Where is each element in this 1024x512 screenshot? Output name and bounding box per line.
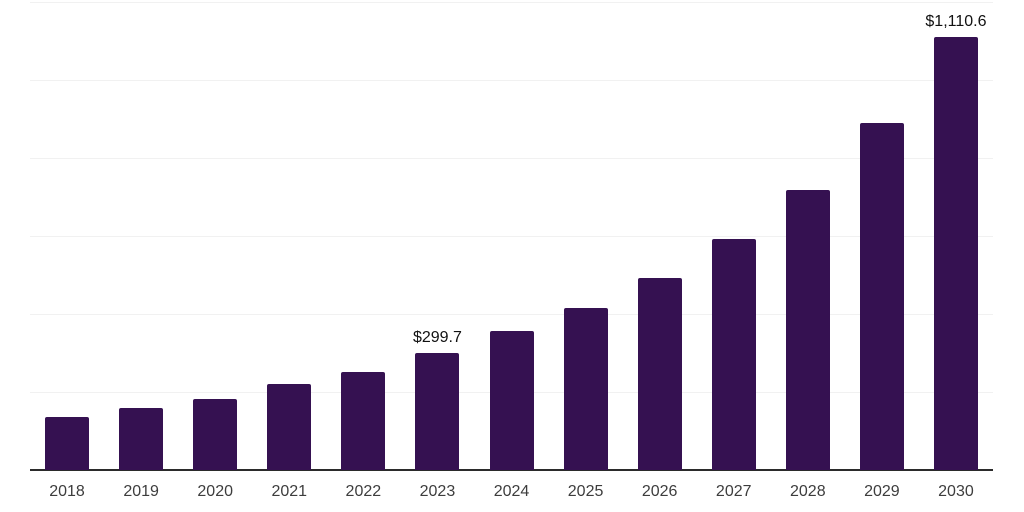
x-tick-2026: 2026 <box>641 483 678 500</box>
plot-area: $299.7 $1,110.6 <box>30 2 993 471</box>
gridline-1000 <box>30 80 993 81</box>
x-tick-2029: 2029 <box>864 483 900 500</box>
x-tick-2019: 2019 <box>123 483 159 500</box>
bar-2028 <box>785 190 830 470</box>
gridline-400 <box>30 314 993 315</box>
bar-2024 <box>489 331 534 470</box>
bar-2027 <box>711 239 756 470</box>
x-tick-2022: 2022 <box>345 483 382 500</box>
x-tick-2024: 2024 <box>493 483 530 500</box>
bar-2021 <box>267 384 312 470</box>
bar-2022 <box>341 372 386 470</box>
bar-2030 <box>933 37 978 470</box>
value-label-2023: $299.7 <box>412 329 462 346</box>
bar-2019 <box>119 408 164 470</box>
x-axis-line <box>30 469 993 471</box>
bar-2023 <box>415 353 460 470</box>
x-tick-2028: 2028 <box>790 483 826 500</box>
gridline-800 <box>30 158 993 159</box>
value-label-2030: $1,110.6 <box>925 13 987 30</box>
bar-2018 <box>45 417 90 470</box>
bar-2020 <box>193 399 238 470</box>
x-tick-2023: 2023 <box>419 483 456 500</box>
x-tick-2030: 2030 <box>938 483 974 500</box>
bar-2029 <box>859 123 904 470</box>
x-tick-2021: 2021 <box>271 483 308 500</box>
x-tick-2025: 2025 <box>567 483 604 500</box>
x-tick-2027: 2027 <box>715 483 752 500</box>
x-tick-2018: 2018 <box>49 483 85 500</box>
x-tick-2020: 2020 <box>197 483 233 500</box>
gridline-1200 <box>30 2 993 3</box>
bar-2025 <box>563 308 608 470</box>
gridline-600 <box>30 236 993 237</box>
bar-2026 <box>637 278 682 470</box>
